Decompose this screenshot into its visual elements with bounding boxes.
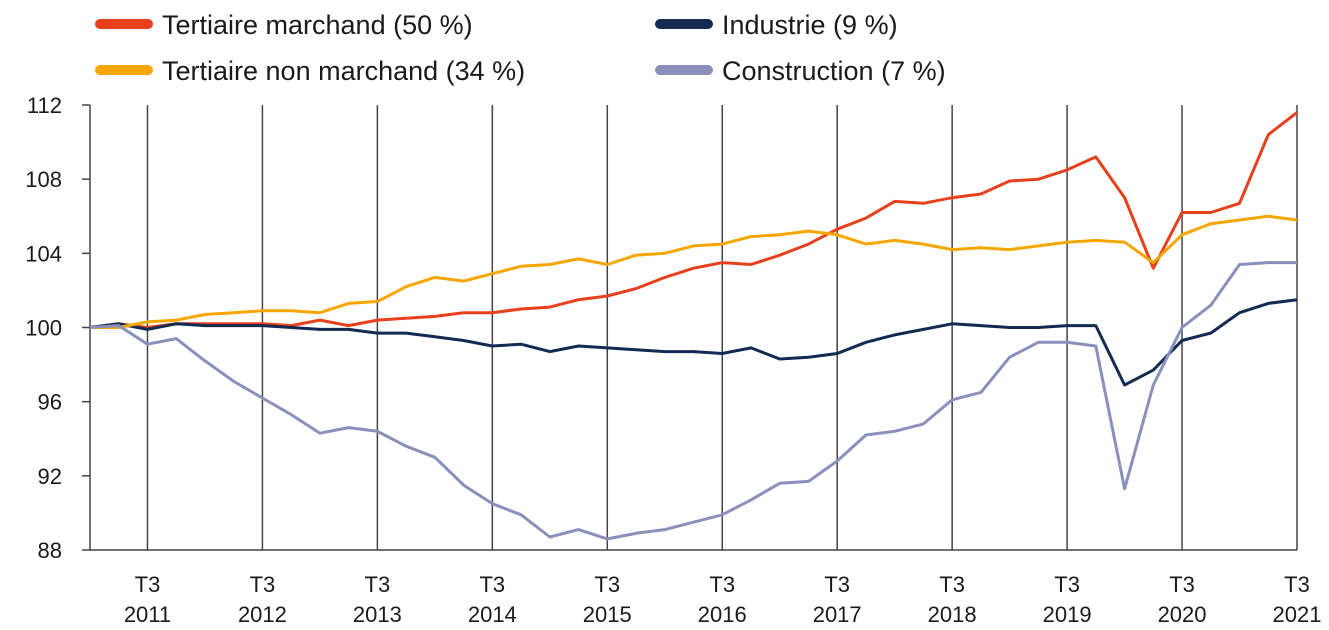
x-tick-label: T3 2011: [124, 572, 171, 627]
series-line: [89, 298, 1298, 387]
y-tick-label: 104: [25, 241, 62, 266]
legend-label: Construction (7 %): [722, 56, 946, 86]
y-tick-label: 96: [38, 390, 62, 415]
legend-label: Tertiaire non marchand (34 %): [162, 56, 525, 86]
x-tick-label: T3 2017: [813, 572, 862, 627]
x-tick-label: T3 2012: [238, 572, 287, 627]
y-tick-label: 100: [25, 316, 62, 341]
y-tick-label: 112: [27, 93, 62, 118]
x-tick-label: T3 2019: [1043, 572, 1092, 627]
x-tick-label: T3 2021: [1273, 572, 1322, 627]
series-line: [89, 111, 1298, 329]
x-tick-label: T3 2016: [698, 572, 747, 627]
x-tick-label: T3 2020: [1158, 572, 1207, 627]
legend-label: Tertiaire marchand (50 %): [162, 10, 473, 40]
y-tick-label: 88: [38, 538, 62, 563]
x-tick-label: T3 2013: [353, 572, 402, 627]
y-tick-label: 108: [25, 167, 62, 192]
x-tick-label: T3 2015: [583, 572, 632, 627]
series-line: [89, 261, 1297, 541]
y-tick-label: 92: [38, 464, 62, 489]
x-tick-label: T3 2014: [468, 572, 517, 627]
x-tick-label: T3 2018: [928, 572, 977, 627]
legend-label: Industrie (9 %): [722, 10, 898, 40]
series-line: [90, 214, 1298, 329]
